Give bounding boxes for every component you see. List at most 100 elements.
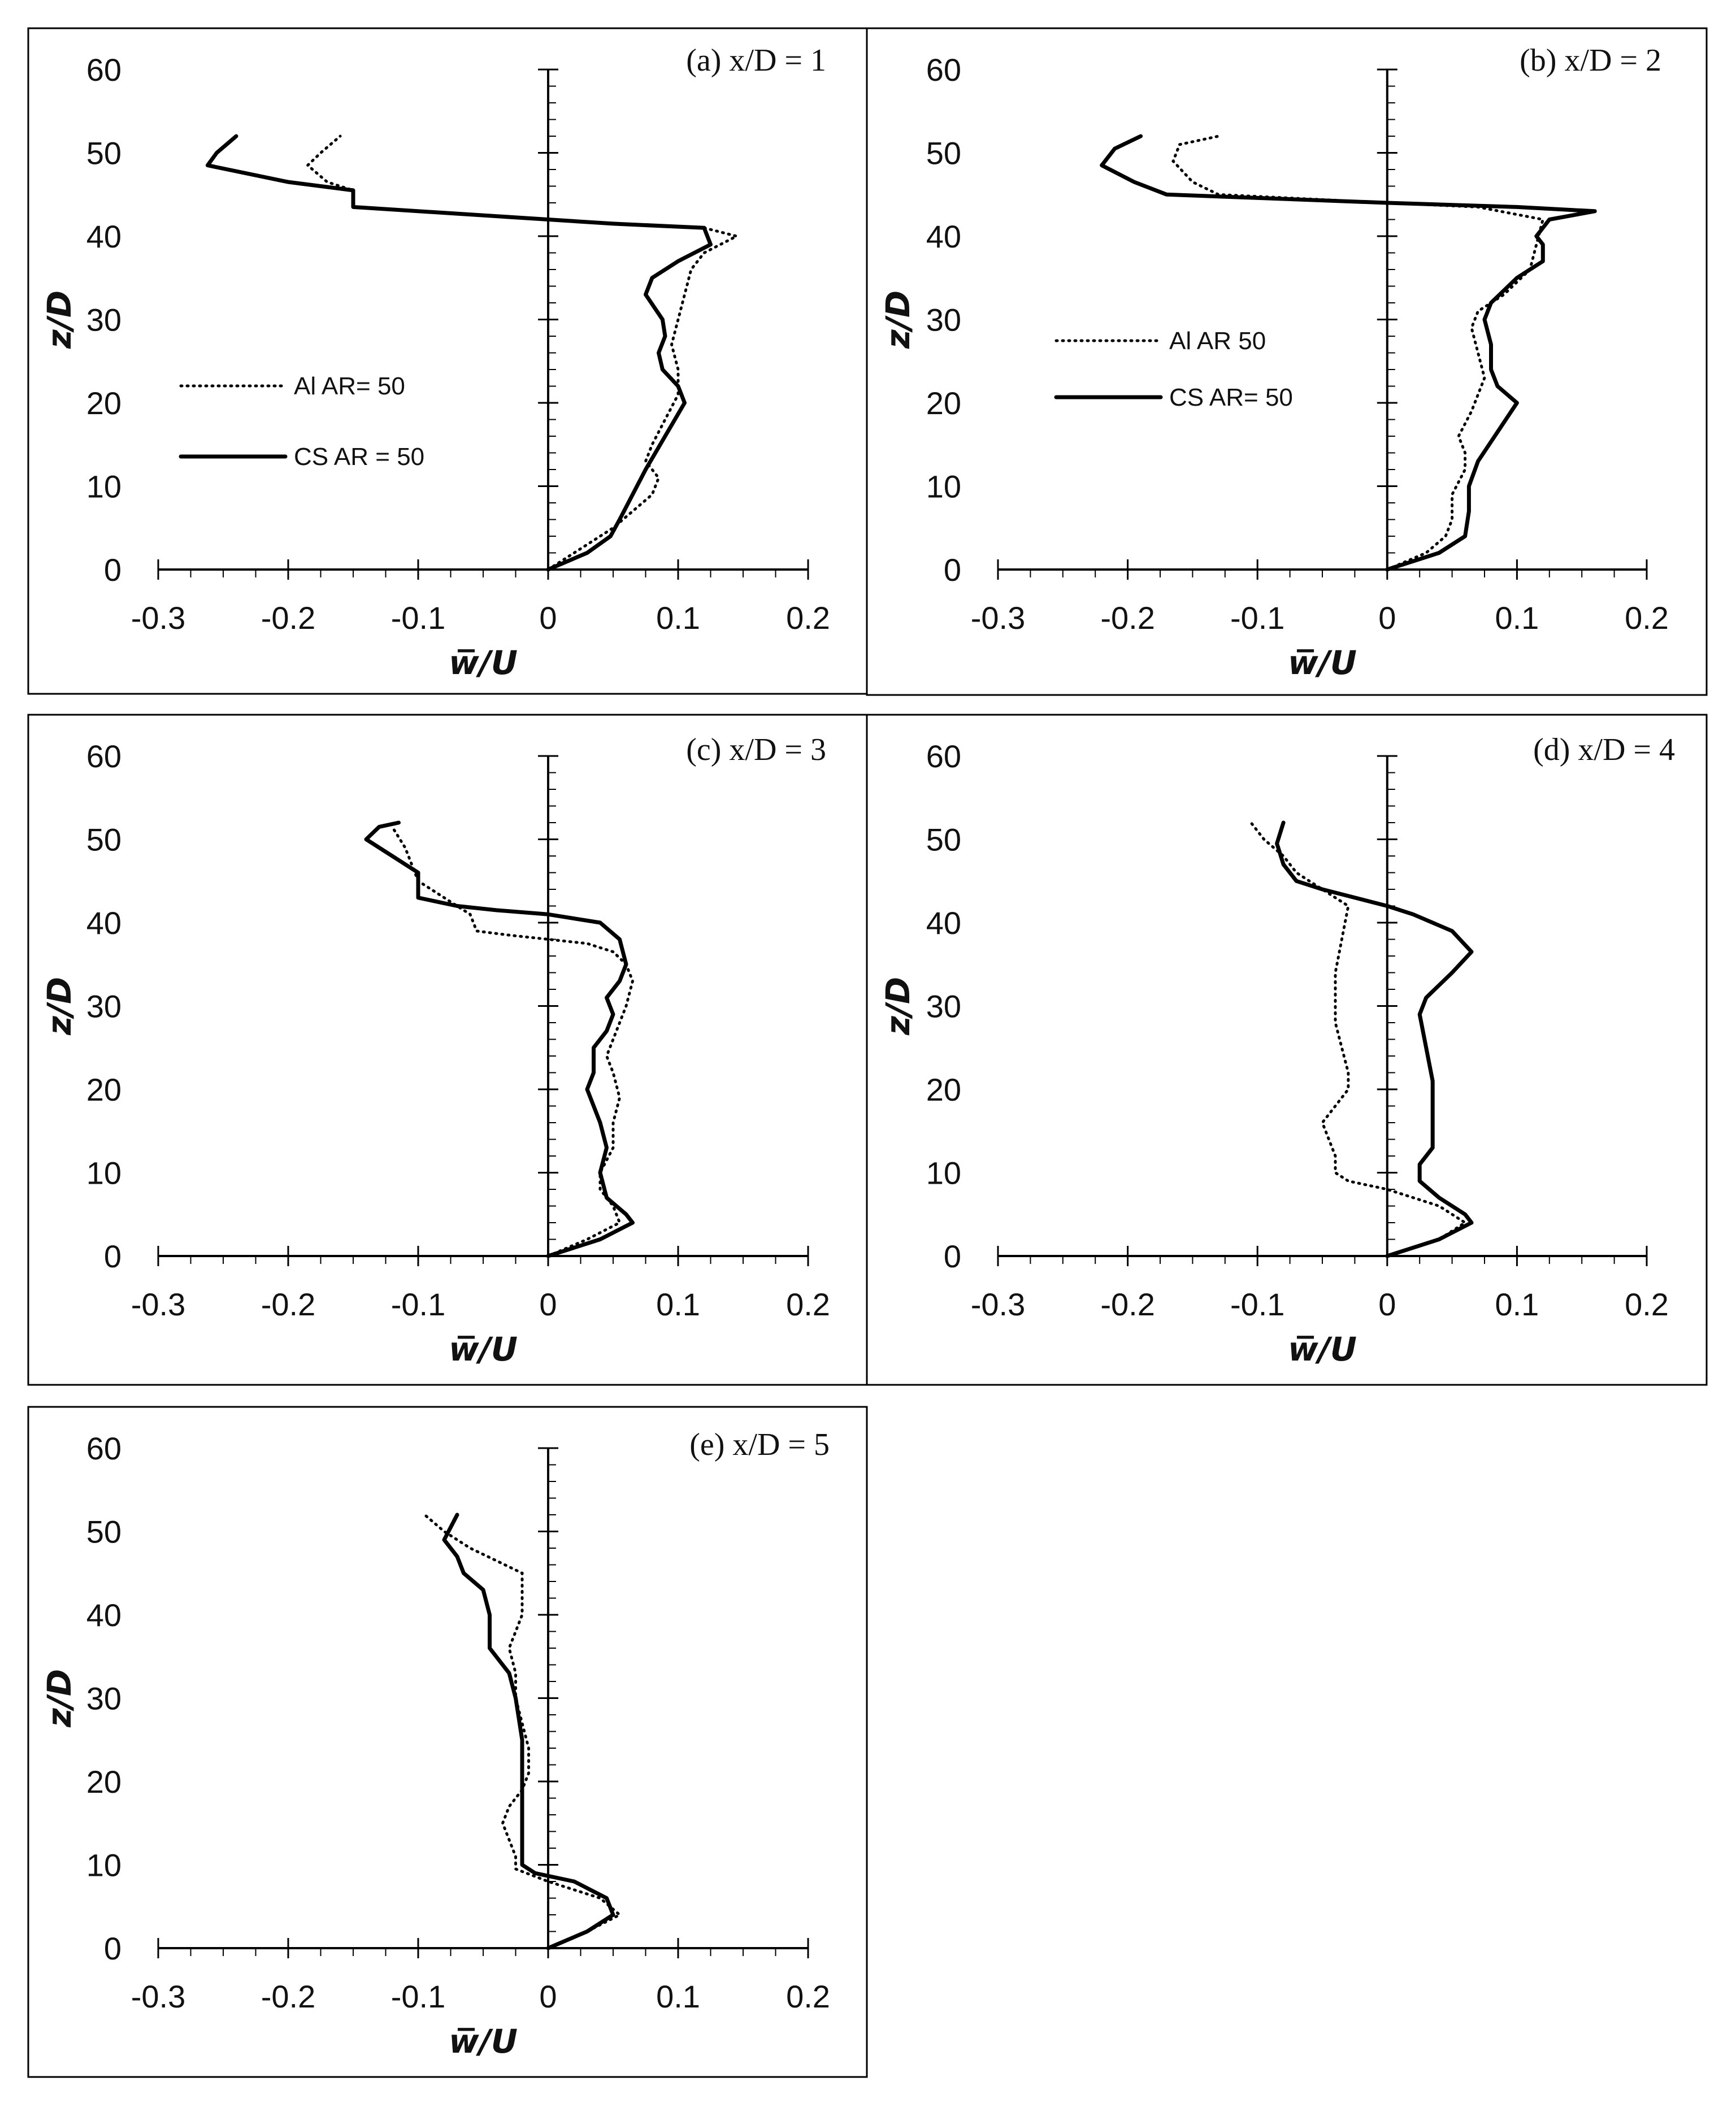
chart-panel-3: -0.3 -0.2 -0.1 0 0.1 0.2 0 10 20 30 40 50 60 w̅/U z/D (… [27, 714, 868, 1386]
y-axis-title: z/D [879, 290, 917, 349]
y-tick-label: 50 [926, 136, 961, 171]
y-tick-label: 30 [86, 989, 121, 1024]
series-line-cs [1275, 820, 1474, 1258]
y-tick-label: 60 [86, 738, 121, 774]
y-tick-label: 20 [86, 385, 121, 421]
panel-title: (a) x/D = 1 [686, 43, 826, 78]
series-line-al [390, 825, 635, 1258]
x-tick-label: 0 [539, 1979, 557, 2014]
x-tick-label: 0.2 [786, 600, 830, 636]
x-tick-label: -0.3 [131, 1979, 186, 2014]
y-tick-label: 10 [86, 1848, 121, 1883]
y-tick-label: 60 [86, 52, 121, 88]
panel-frame [866, 27, 1708, 696]
x-tick-label: 0.2 [786, 1287, 830, 1322]
y-tick-label: 50 [926, 822, 961, 858]
chart-panel-1: -0.3 -0.2 -0.1 0 0.1 0.2 0 10 20 30 40 50 60 w̅/U z/D (… [27, 27, 868, 695]
panel-frame [866, 714, 1708, 1386]
x-tick-label: 0.1 [656, 1979, 700, 2014]
y-axis-title: z/D [879, 977, 917, 1036]
x-tick-label: 0.2 [786, 1979, 830, 2014]
panel-frame [27, 1406, 868, 2078]
x-tick-label: -0.2 [1100, 600, 1155, 636]
y-tick-label: 10 [86, 469, 121, 505]
legend-label: CS AR= 50 [1169, 384, 1293, 411]
y-tick-label: 40 [926, 905, 961, 941]
y-tick-label: 20 [926, 385, 961, 421]
x-tick-label: 0 [539, 600, 557, 636]
panel-frame [27, 27, 868, 695]
x-tick-label: 0 [1378, 600, 1396, 636]
y-tick-label: 30 [86, 1681, 121, 1716]
x-tick-label: -0.3 [131, 600, 186, 636]
x-tick-label: -0.2 [261, 1287, 316, 1322]
y-axis-title: z/D [40, 977, 79, 1036]
series-line-al [305, 134, 741, 571]
y-tick-label: 60 [926, 52, 961, 88]
y-tick-label: 20 [86, 1764, 121, 1800]
y-tick-label: 50 [86, 1514, 121, 1550]
y-tick-label: 50 [86, 136, 121, 171]
y-tick-label: 60 [926, 738, 961, 774]
panel-title: (b) x/D = 2 [1520, 43, 1661, 78]
legend-label: Al AR 50 [1169, 327, 1266, 355]
y-tick-label: 60 [86, 1431, 121, 1466]
y-tick-label: 10 [926, 1155, 961, 1191]
chart-panel-2: -0.3 -0.2 -0.1 0 0.1 0.2 0 10 20 30 40 50 60 w̅/U z/D (… [866, 27, 1708, 696]
y-axis-title: z/D [40, 1669, 79, 1728]
panel-title: (c) x/D = 3 [686, 732, 826, 767]
x-axis-title: w̅/U [1288, 1330, 1357, 1368]
series-line-cs [1100, 134, 1597, 572]
x-tick-label: 0 [539, 1287, 557, 1322]
x-tick-label: -0.1 [1230, 600, 1285, 636]
y-tick-label: 0 [104, 1931, 121, 1966]
x-tick-label: 0 [1378, 1287, 1396, 1322]
y-tick-label: 40 [86, 905, 121, 941]
x-tick-label: 0.2 [1625, 1287, 1669, 1322]
y-tick-label: 40 [86, 219, 121, 254]
chart-panel-4: -0.3 -0.2 -0.1 0 0.1 0.2 0 10 20 30 40 50 60 w̅/U z/D (… [866, 714, 1708, 1386]
panel-title: (e) x/D = 5 [689, 1427, 830, 1462]
x-tick-label: -0.1 [391, 1979, 446, 2014]
y-tick-label: 30 [926, 989, 961, 1024]
y-tick-label: 50 [86, 822, 121, 858]
x-tick-label: -0.3 [971, 600, 1026, 636]
y-tick-label: 0 [944, 552, 961, 588]
x-axis-title: w̅/U [449, 644, 518, 682]
x-tick-label: -0.3 [131, 1287, 186, 1322]
y-axis-title: z/D [40, 290, 79, 349]
y-tick-label: 40 [86, 1597, 121, 1633]
series-line-al [423, 1513, 622, 1950]
series-line-cs [205, 134, 713, 572]
x-tick-label: -0.1 [391, 600, 446, 636]
y-tick-label: 20 [86, 1072, 121, 1107]
y-tick-label: 20 [926, 1072, 961, 1107]
chart-panel-5: -0.3 -0.2 -0.1 0 0.1 0.2 0 10 20 30 40 50 60 w̅/U z/D (… [27, 1406, 868, 2078]
x-tick-label: -0.3 [971, 1287, 1026, 1322]
x-tick-label: 0.1 [1495, 1287, 1539, 1322]
x-tick-label: -0.2 [1100, 1287, 1155, 1322]
panel-title: (d) x/D = 4 [1533, 732, 1675, 767]
x-tick-label: -0.1 [391, 1287, 446, 1322]
legend-label: Al AR= 50 [294, 372, 405, 400]
x-tick-label: -0.2 [261, 1979, 316, 2014]
series-line-cs [442, 1513, 615, 1950]
legend-label: CS AR = 50 [294, 443, 424, 471]
x-tick-label: -0.1 [1230, 1287, 1285, 1322]
x-axis-title: w̅/U [1288, 644, 1357, 682]
series-line-cs [364, 820, 635, 1258]
x-tick-label: 0.1 [656, 1287, 700, 1322]
y-tick-label: 0 [944, 1238, 961, 1274]
x-tick-label: 0.2 [1625, 600, 1669, 636]
x-axis-title: w̅/U [449, 1330, 518, 1368]
x-tick-label: -0.2 [261, 600, 316, 636]
y-tick-label: 40 [926, 219, 961, 254]
y-tick-label: 0 [104, 552, 121, 588]
x-tick-label: 0.1 [656, 600, 700, 636]
x-axis-title: w̅/U [449, 2022, 518, 2061]
panel-frame [27, 714, 868, 1386]
y-tick-label: 30 [926, 302, 961, 338]
series-line-al [1249, 821, 1468, 1258]
y-tick-label: 0 [104, 1238, 121, 1274]
